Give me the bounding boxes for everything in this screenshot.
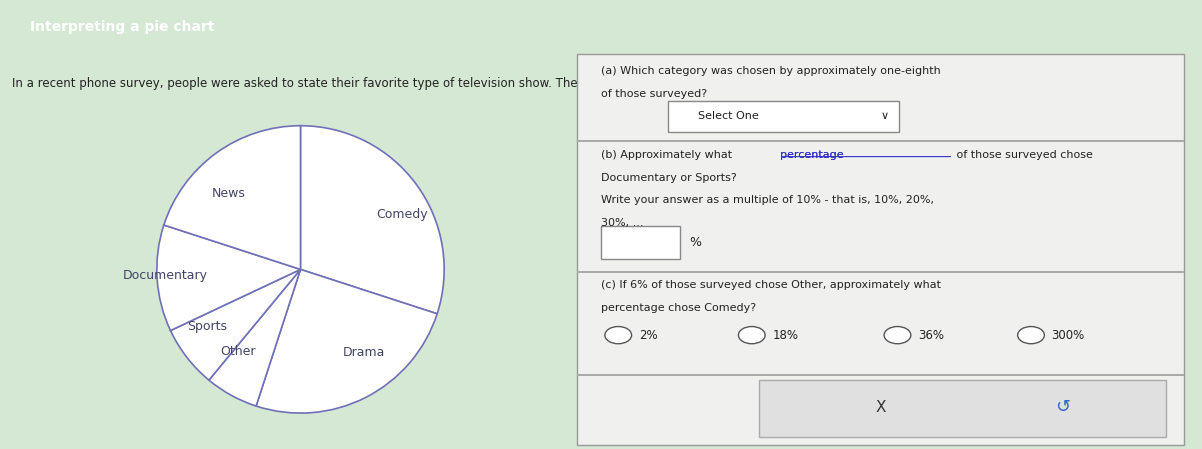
Text: Documentary: Documentary xyxy=(123,269,207,282)
Text: Drama: Drama xyxy=(343,346,386,359)
Bar xyxy=(577,140,1184,142)
Text: Other: Other xyxy=(220,345,256,358)
Text: 18%: 18% xyxy=(773,329,798,342)
Text: percentage: percentage xyxy=(780,150,844,159)
Text: ↺: ↺ xyxy=(1055,398,1070,416)
Wedge shape xyxy=(163,126,300,269)
Text: (a) Which category was chosen by approximately one-eighth: (a) Which category was chosen by approxi… xyxy=(601,66,941,75)
Text: percentage: percentage xyxy=(780,150,844,159)
Circle shape xyxy=(605,326,631,344)
Bar xyxy=(668,101,899,132)
Wedge shape xyxy=(256,269,438,413)
Text: of those surveyed chose: of those surveyed chose xyxy=(953,150,1093,159)
Text: Documentary or Sports?: Documentary or Sports? xyxy=(601,173,737,183)
Text: 300%: 300% xyxy=(1052,329,1085,342)
Bar xyxy=(577,271,1184,273)
Text: X: X xyxy=(875,400,886,415)
Circle shape xyxy=(738,326,766,344)
Circle shape xyxy=(1018,326,1045,344)
Text: Comedy: Comedy xyxy=(376,208,428,221)
Text: %: % xyxy=(689,236,701,249)
Text: (b) Approximately what: (b) Approximately what xyxy=(601,150,736,159)
Circle shape xyxy=(885,326,911,344)
Bar xyxy=(760,380,1166,437)
Text: In a recent phone survey, people were asked to state their favorite type of tele: In a recent phone survey, people were as… xyxy=(12,77,948,89)
Text: 30%, ...: 30%, ... xyxy=(601,218,644,228)
Wedge shape xyxy=(300,126,445,314)
Text: (c) If 6% of those surveyed chose Other, approximately what: (c) If 6% of those surveyed chose Other,… xyxy=(601,281,941,291)
Text: ∨: ∨ xyxy=(880,111,888,121)
Wedge shape xyxy=(156,225,300,330)
Wedge shape xyxy=(171,269,300,380)
Text: Select One: Select One xyxy=(698,111,760,121)
Text: News: News xyxy=(212,187,245,200)
Text: Sports: Sports xyxy=(186,320,227,333)
Wedge shape xyxy=(209,269,300,406)
Bar xyxy=(577,374,1184,376)
Text: percentage chose Comedy?: percentage chose Comedy? xyxy=(601,303,756,313)
Text: 2%: 2% xyxy=(639,329,657,342)
Text: of those surveyed?: of those surveyed? xyxy=(601,89,707,99)
Text: Write your answer as a multiple of 10% - that is, 10%, 20%,: Write your answer as a multiple of 10% -… xyxy=(601,195,934,205)
Bar xyxy=(601,226,680,259)
Text: Interpreting a pie chart: Interpreting a pie chart xyxy=(30,20,214,34)
Text: 36%: 36% xyxy=(918,329,944,342)
